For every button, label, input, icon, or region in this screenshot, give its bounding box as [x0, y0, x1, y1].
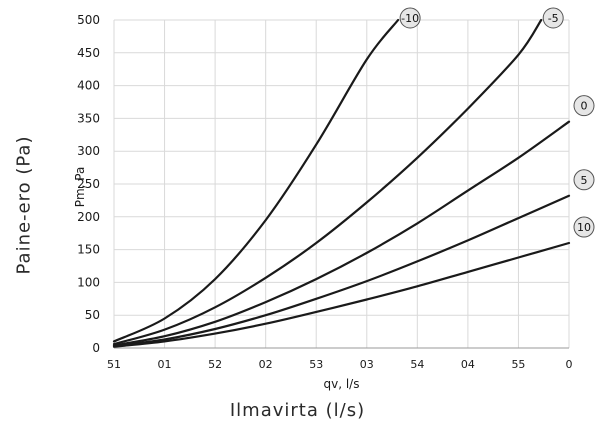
outer-x-axis-title: Ilmavirta (l/s) [229, 400, 366, 421]
x-tick-label: 55 [511, 358, 525, 371]
y-tick-label: 450 [77, 46, 100, 60]
y-tick-label: 0 [92, 341, 100, 355]
series-label: 0 [581, 100, 588, 113]
x-tick-label: 53 [309, 358, 323, 371]
series-line [112, 241, 571, 348]
x-tick-label: 04 [461, 358, 475, 371]
y-tick-label: 500 [77, 13, 100, 27]
series-label-badge [573, 216, 595, 238]
series-label-badge [573, 169, 595, 191]
series-label: -5 [548, 12, 559, 25]
x-tick-label: 51 [107, 358, 121, 371]
x-tick-label: 54 [410, 358, 424, 371]
x-tick-label: 02 [259, 358, 273, 371]
y-tick-label: 350 [77, 111, 100, 125]
x-tick-label: 03 [360, 358, 374, 371]
series-label: -10 [401, 12, 419, 25]
x-tick-label: 01 [158, 358, 172, 371]
series-label-badge [573, 95, 595, 117]
outer-y-axis-title: Paine-ero (Pa) [13, 135, 35, 275]
y-tick-label: 50 [85, 308, 100, 322]
y-tick-label: 200 [77, 210, 100, 224]
y-tick-label: 300 [77, 144, 100, 158]
series-line [112, 194, 571, 348]
x-tick-label: 0 [566, 358, 573, 371]
y-tick-label: 100 [77, 275, 100, 289]
series-label-badge [399, 7, 421, 29]
y-tick-label: 150 [77, 243, 100, 257]
series-line [112, 120, 571, 347]
inner-x-axis-title: qv, l/s [324, 377, 360, 391]
y-tick-label: 400 [77, 79, 100, 93]
series-label: 10 [577, 221, 591, 234]
series-line [112, 18, 543, 346]
y-tick-label: 250 [77, 177, 100, 191]
x-tick-label: 52 [208, 358, 222, 371]
series-label-badge [542, 7, 564, 29]
series-line [112, 18, 400, 343]
series-label: 5 [581, 174, 588, 187]
inner-y-axis-title: Pm, Pa [73, 167, 87, 208]
